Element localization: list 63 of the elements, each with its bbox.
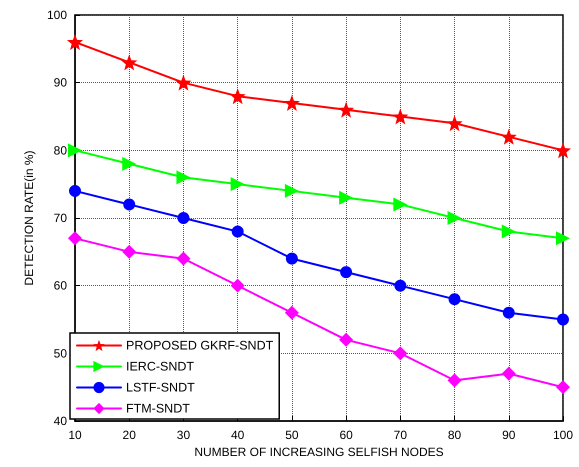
point: [230, 177, 245, 192]
point: [448, 211, 462, 225]
point: [232, 226, 244, 238]
point: [500, 128, 517, 145]
point: [122, 244, 136, 259]
point: [448, 293, 461, 306]
y-tick-label: 80: [54, 143, 68, 158]
x-tick-label: 70: [394, 428, 408, 442]
point: [69, 184, 81, 197]
point: [286, 252, 298, 265]
point: [68, 143, 82, 158]
x-tick-label: 80: [448, 428, 462, 442]
point: [177, 212, 190, 224]
point: [394, 280, 406, 292]
x-tick-label: 30: [176, 428, 190, 442]
y-tick-label: 40: [54, 414, 68, 428]
y-tick-label: 50: [54, 346, 68, 360]
x-tick-label: 40: [230, 428, 245, 442]
legend-label: FTM-SNDT: [126, 402, 190, 416]
legend-label: IERC-SNDT: [126, 360, 194, 374]
point: [393, 346, 408, 360]
x-tick-label: 100: [552, 428, 574, 442]
point: [448, 373, 462, 388]
point: [176, 170, 190, 184]
point: [175, 74, 192, 91]
point: [446, 115, 463, 132]
legend-label: PROPOSED GKRF-SNDT: [126, 338, 274, 352]
point: [339, 332, 354, 347]
point: [556, 380, 570, 394]
point: [230, 88, 246, 104]
point: [339, 190, 354, 205]
point: [555, 142, 571, 158]
y-axis-title: DETECTION RATE(in %): [22, 150, 36, 286]
point: [392, 108, 408, 124]
point: [557, 314, 569, 326]
point: [502, 224, 516, 239]
point: [340, 266, 352, 278]
point: [284, 184, 299, 198]
y-tick-label: 100: [46, 8, 68, 22]
point: [176, 252, 190, 266]
point: [122, 156, 136, 171]
point: [284, 94, 300, 111]
x-tick-label: 20: [122, 428, 136, 442]
x-tick-label: 60: [339, 428, 354, 442]
point: [230, 278, 245, 293]
point: [121, 54, 138, 70]
x-tick-label: 90: [502, 428, 516, 442]
point: [556, 231, 570, 246]
point: [338, 102, 354, 118]
legend-label: LSTF-SNDT: [126, 380, 196, 394]
point: [284, 306, 299, 320]
y-tick-label: 70: [54, 211, 68, 225]
point: [502, 366, 516, 381]
point: [502, 306, 515, 319]
point: [123, 198, 136, 210]
point: [393, 197, 408, 212]
x-tick-label: 10: [68, 428, 82, 442]
x-axis-title: NUMBER OF INCREASING SELFISH NODES: [194, 444, 444, 459]
x-tick-label: 50: [285, 428, 299, 442]
point: [68, 231, 82, 246]
y-tick-label: 90: [54, 76, 68, 90]
y-tick-label: 60: [54, 278, 68, 293]
point: [67, 34, 83, 50]
